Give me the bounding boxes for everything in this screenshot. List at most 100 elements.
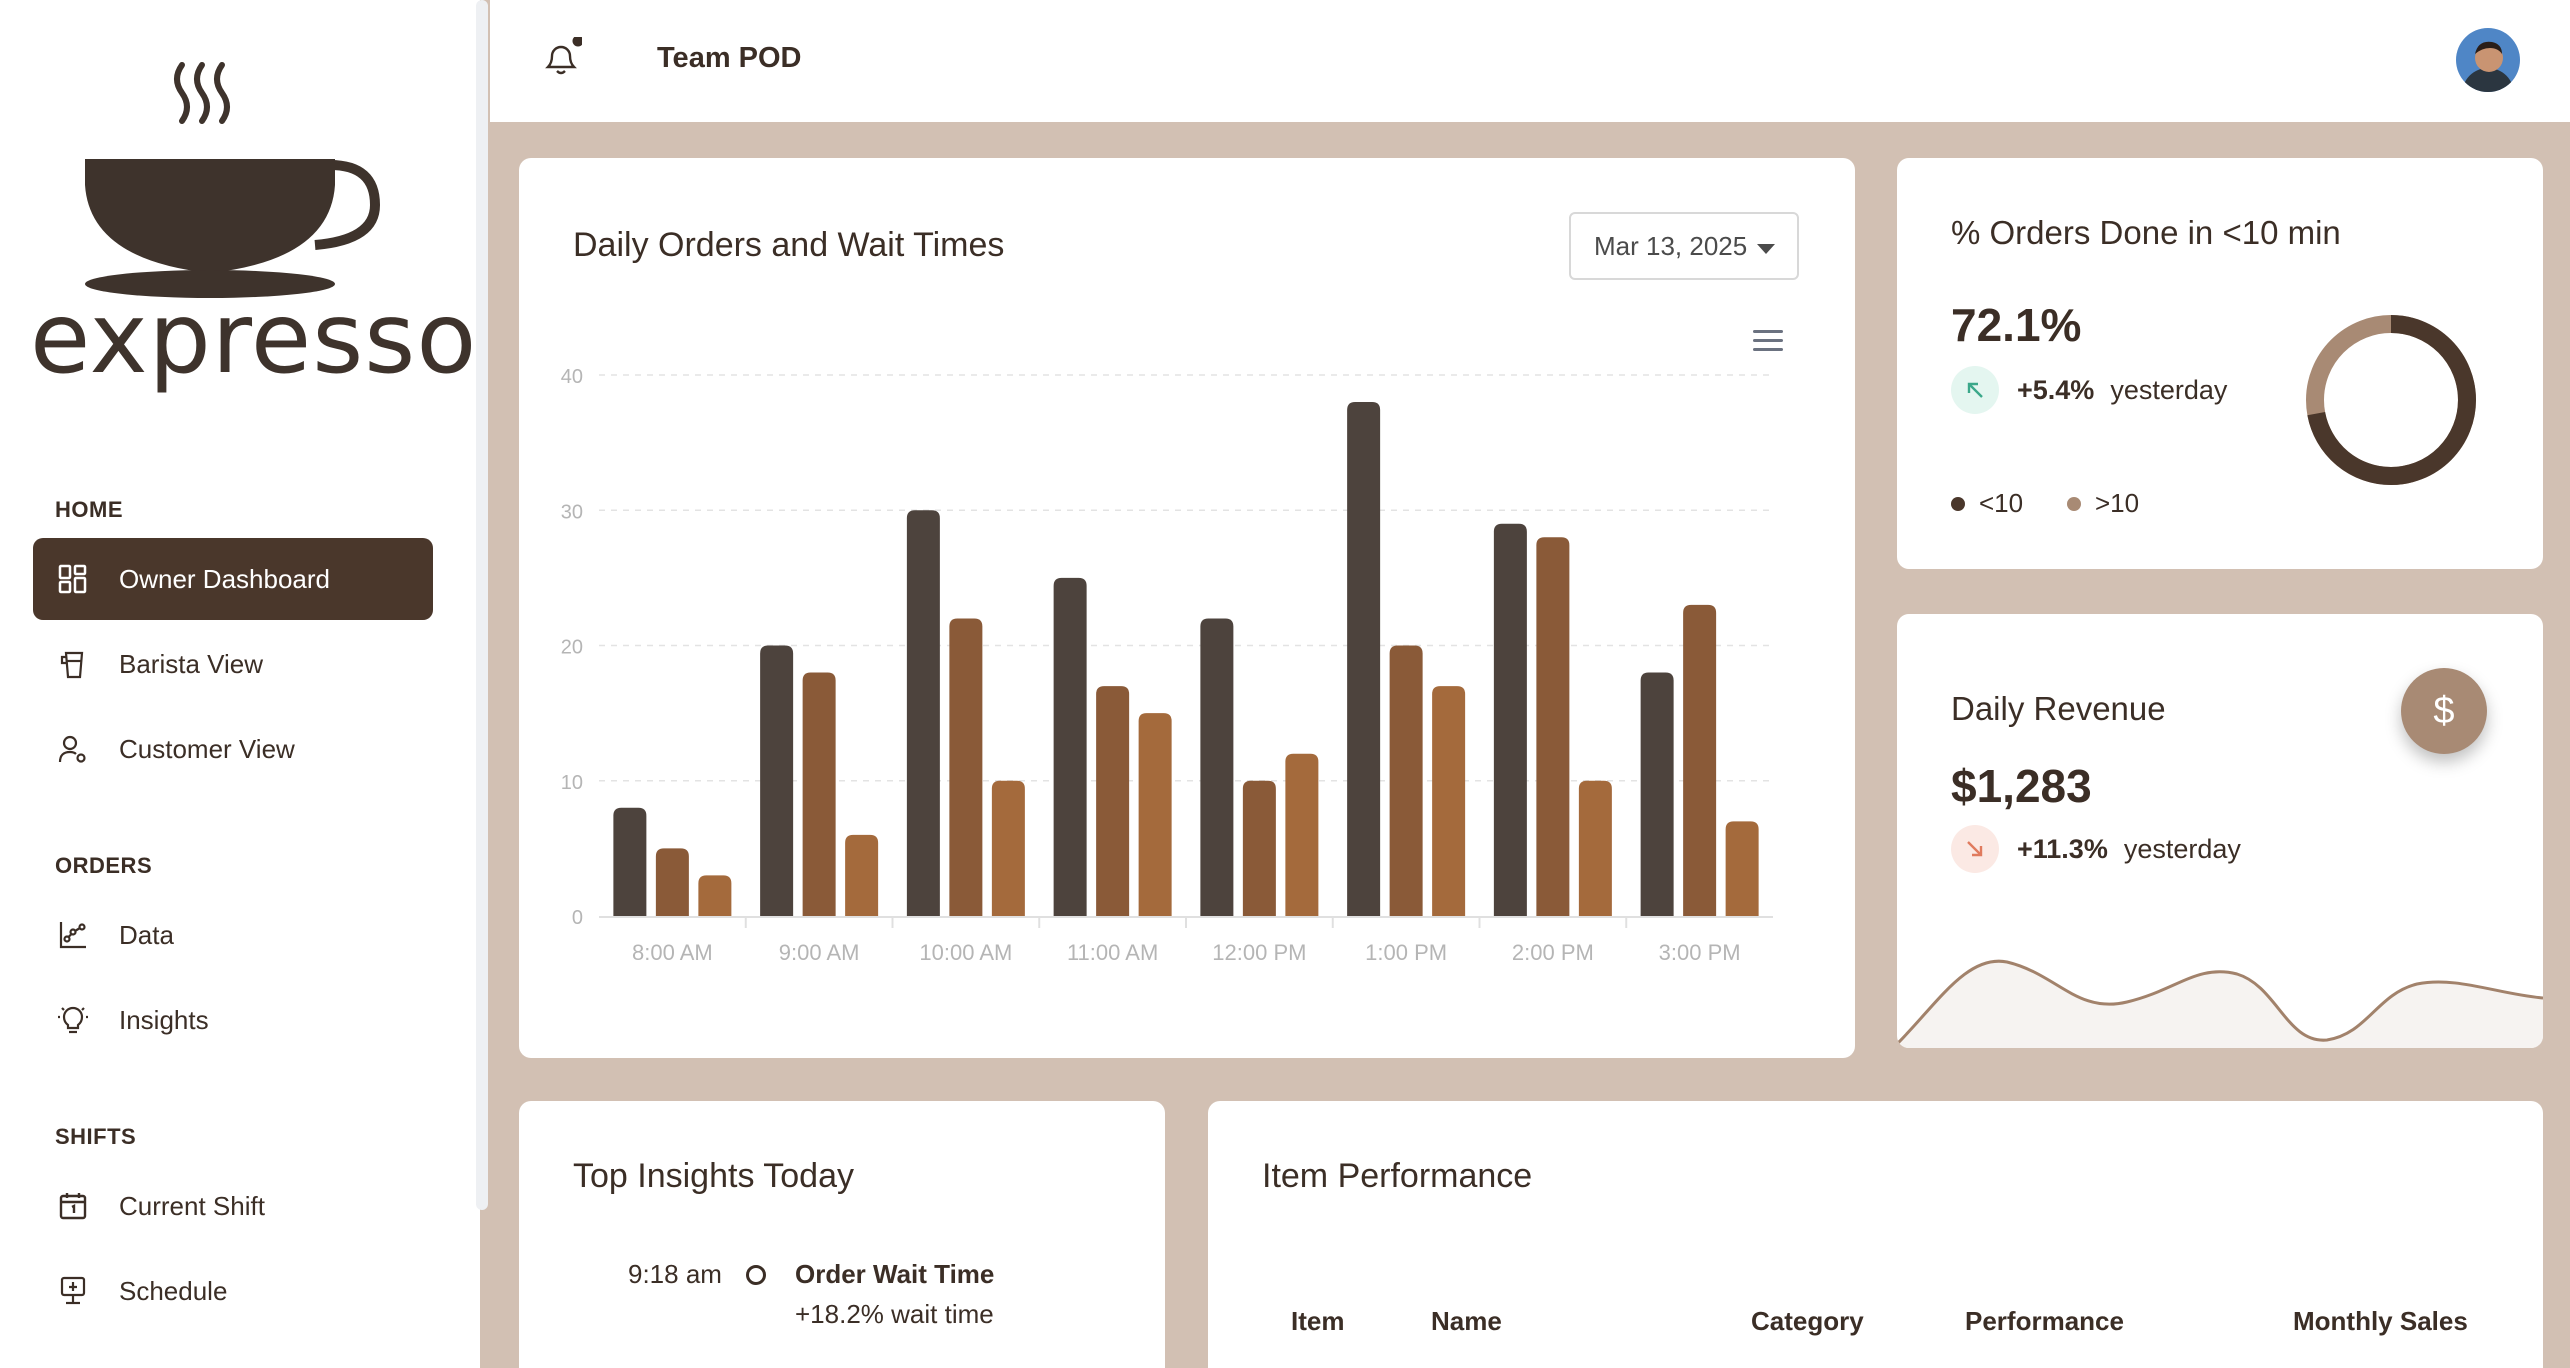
donut-segment-under10[interactable] xyxy=(2306,315,2476,485)
calendar-icon xyxy=(55,1188,91,1224)
chart-bar[interactable] xyxy=(698,875,732,916)
expresso-logo[interactable]: expresso xyxy=(30,55,478,405)
chart-bar[interactable] xyxy=(802,672,836,916)
chart-bar[interactable] xyxy=(949,618,983,916)
chart-bar[interactable] xyxy=(1200,618,1234,916)
revenue-dollar-button[interactable]: $ xyxy=(2401,668,2487,754)
sidebar-item-customer-view[interactable]: Customer View xyxy=(33,708,433,790)
chart-bar[interactable] xyxy=(613,807,647,916)
insight-title[interactable]: Order Wait Time xyxy=(795,1259,995,1289)
chart-bar[interactable] xyxy=(760,645,794,917)
sidebar-item-label: Insights xyxy=(119,1004,209,1035)
chart-bar[interactable] xyxy=(1578,780,1612,916)
date-select[interactable]: Mar 13, 2025 xyxy=(1569,212,1799,280)
chart-bar[interactable] xyxy=(655,848,689,916)
sidebar-item-label: Barista View xyxy=(119,648,264,679)
x-tick-label: 12:00 PM xyxy=(1212,940,1306,965)
arrow-up-left-icon xyxy=(1951,366,1999,414)
x-tick-label: 8:00 AM xyxy=(632,940,713,965)
chart-title: Daily Orders and Wait Times xyxy=(573,226,1005,264)
sidebar-item-data[interactable]: Data xyxy=(33,894,433,976)
chevron-down-icon xyxy=(1757,244,1775,254)
chart-menu-icon[interactable] xyxy=(1753,330,1783,356)
sidebar-item-label: Owner Dashboard xyxy=(119,563,330,594)
sidebar-item-label: Data xyxy=(119,919,174,950)
date-select-value: Mar 13, 2025 xyxy=(1594,230,1748,261)
orders-done-value: 72.1% xyxy=(1951,299,2082,351)
chart-bar[interactable] xyxy=(1096,686,1130,916)
item-performance-card: Item Performance Item Name Category Perf… xyxy=(1208,1101,2543,1368)
section-label-shifts: SHIFTS xyxy=(55,1124,137,1149)
daily-revenue-card: Daily Revenue $ $1,283 +11.3% yesterday xyxy=(1897,614,2543,1048)
chart-bar[interactable] xyxy=(906,510,940,916)
y-tick-label: 10 xyxy=(561,772,583,794)
legend-item-over10: >10 xyxy=(2067,488,2139,519)
orders-done-change: +5.4% xyxy=(2017,374,2095,405)
revenue-change-label: yesterday xyxy=(2123,833,2241,864)
chart-bar[interactable] xyxy=(1725,821,1759,916)
chart-bar[interactable] xyxy=(1347,402,1381,916)
arrow-down-right-icon xyxy=(1951,825,1999,873)
sidebar-item-label: Current Shift xyxy=(119,1190,265,1221)
chart-bar[interactable] xyxy=(1536,537,1570,916)
sidebar-item-label: Schedule xyxy=(119,1275,228,1306)
chart-bar[interactable] xyxy=(845,834,879,916)
insights-title: Top Insights Today xyxy=(573,1157,854,1195)
sidebar-item-barista-view[interactable]: Barista View xyxy=(33,623,433,705)
avatar[interactable] xyxy=(2456,28,2520,92)
daily-orders-card: Daily Orders and Wait Times Mar 13, 2025… xyxy=(519,158,1855,1058)
chart-bar[interactable] xyxy=(1432,686,1466,916)
insight-time: 9:18 am xyxy=(628,1259,722,1289)
legend-label: <10 xyxy=(1979,488,2024,518)
orders-done-title: % Orders Done in <10 min xyxy=(1951,214,2341,251)
chart-bar[interactable] xyxy=(1285,753,1319,916)
insight-detail: +18.2% wait time xyxy=(795,1299,994,1329)
x-tick-label: 1:00 PM xyxy=(1365,940,1447,965)
section-label-orders: ORDERS xyxy=(55,853,153,878)
orders-done-trend: +5.4% yesterday xyxy=(1951,366,2227,414)
notification-bell-icon[interactable] xyxy=(540,35,584,79)
logo-text: expresso xyxy=(30,282,478,396)
column-header-category[interactable]: Category xyxy=(1751,1306,1864,1336)
chart-bar[interactable] xyxy=(1242,780,1276,916)
column-header-item[interactable]: Item xyxy=(1291,1306,1345,1336)
orders-donut-chart xyxy=(2306,315,2476,485)
chart-bar[interactable] xyxy=(1053,577,1087,916)
legend-dot xyxy=(2067,496,2081,511)
chart-bar[interactable] xyxy=(1389,645,1423,917)
top-insights-card: Top Insights Today 9:18 am Order Wait Ti… xyxy=(519,1101,1165,1368)
sidebar-scrollbar[interactable] xyxy=(476,0,488,1210)
page-title: Team POD xyxy=(657,42,802,74)
y-tick-label: 30 xyxy=(561,501,583,523)
section-label-home: HOME xyxy=(55,497,123,522)
x-tick-label: 9:00 AM xyxy=(779,940,860,965)
dollar-icon: $ xyxy=(2433,689,2455,732)
revenue-trend: +11.3% yesterday xyxy=(1951,825,2241,873)
x-tick-label: 11:00 AM xyxy=(1067,940,1158,965)
timeline-dot-icon xyxy=(746,1265,766,1285)
revenue-change: +11.3% xyxy=(2017,833,2108,864)
dashboard-icon xyxy=(55,561,91,597)
lightbulb-icon xyxy=(55,1002,91,1038)
chart-bar[interactable] xyxy=(1138,713,1172,916)
column-header-performance[interactable]: Performance xyxy=(1965,1306,2124,1336)
sidebar-item-insights[interactable]: Insights xyxy=(33,979,433,1061)
sidebar-item-current-shift[interactable]: Current Shift xyxy=(33,1165,433,1247)
coffee-cup-icon xyxy=(85,62,381,298)
orders-done-card: % Orders Done in <10 min 72.1% +5.4% yes… xyxy=(1897,158,2543,569)
chart-bar[interactable] xyxy=(1683,604,1717,916)
chart-bar[interactable] xyxy=(1493,523,1527,916)
chart-bar[interactable] xyxy=(1640,672,1674,916)
revenue-value: $1,283 xyxy=(1951,760,2092,812)
revenue-title: Daily Revenue xyxy=(1951,690,2166,727)
user-settings-icon xyxy=(55,731,91,767)
legend-dot xyxy=(1951,496,1965,511)
sidebar-item-schedule[interactable]: Schedule xyxy=(33,1250,433,1332)
top-header xyxy=(490,0,2570,122)
chart-bar[interactable] xyxy=(991,780,1025,916)
sidebar-item-owner-dashboard[interactable]: Owner Dashboard xyxy=(33,538,433,620)
column-header-name[interactable]: Name xyxy=(1431,1306,1502,1336)
orders-bar-chart: 0 10 20 30 40 8:00 AM 9:00 AM 10:00 AM 11:00 AM 1… xyxy=(561,366,1773,965)
revenue-sparkline xyxy=(1897,959,2543,1048)
column-header-monthly-sales[interactable]: Monthly Sales xyxy=(2293,1306,2468,1336)
